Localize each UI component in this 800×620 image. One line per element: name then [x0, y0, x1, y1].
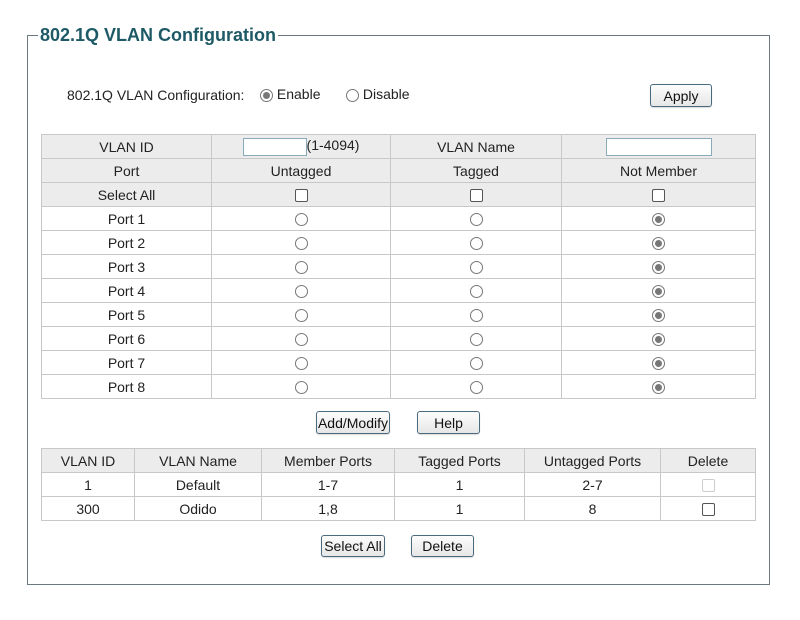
col-delete: Delete	[660, 448, 756, 473]
vlan-name-input[interactable]	[605, 137, 712, 156]
vlan-member: 1-7	[261, 472, 395, 497]
select-all-label: Select All	[41, 182, 212, 207]
vlan-name: Default	[134, 472, 262, 497]
vlan-row: 1 Default 1-7 1 2-7	[41, 472, 756, 497]
port-not-member-radio[interactable]	[652, 261, 665, 275]
select-all-untagged-checkbox[interactable]	[294, 189, 308, 203]
vlan-id: 300	[41, 496, 135, 521]
port-untagged-radio[interactable]	[294, 357, 308, 371]
page-title: 802.1Q VLAN Configuration	[38, 25, 279, 46]
port-row: Port 2	[41, 230, 756, 255]
port-row: Port 7	[41, 350, 756, 375]
vlan-id-range: (1-4094)	[306, 137, 360, 154]
delete-checkbox[interactable]	[701, 503, 715, 517]
port-untagged-radio[interactable]	[294, 237, 308, 251]
vlan-table: VLAN ID VLAN Name Member Ports Tagged Po…	[41, 448, 756, 521]
port-not-member-radio[interactable]	[652, 357, 665, 371]
port-untagged-radio[interactable]	[294, 213, 308, 227]
global-label: 802.1Q VLAN Configuration:	[67, 87, 245, 103]
vlan-untagged: 8	[524, 496, 661, 521]
port-name: Port 3	[41, 254, 212, 279]
port-name: Port 6	[41, 326, 212, 351]
port-untagged-radio[interactable]	[294, 261, 308, 275]
header-tagged: Tagged	[390, 158, 562, 183]
port-name: Port 1	[41, 206, 212, 231]
vlan-untagged: 2-7	[524, 472, 661, 497]
port-tagged-radio[interactable]	[469, 333, 483, 347]
vlan-row: 300 Odido 1,8 1 8	[41, 496, 756, 521]
port-name: Port 2	[41, 230, 212, 255]
port-row: Port 3	[41, 254, 756, 279]
col-untagged-ports: Untagged Ports	[524, 448, 661, 473]
add-modify-button[interactable]: Add/Modify	[316, 411, 390, 434]
vlan-name: Odido	[134, 496, 262, 521]
port-name: Port 8	[41, 374, 212, 399]
vlan-id-label: VLAN ID	[41, 134, 212, 159]
vlan-id: 1	[41, 472, 135, 497]
port-row: Port 5	[41, 302, 756, 327]
apply-button[interactable]: Apply	[650, 84, 712, 107]
port-not-member-radio[interactable]	[652, 237, 665, 251]
select-all-not-member-checkbox[interactable]	[652, 189, 665, 203]
port-tagged-radio[interactable]	[469, 285, 483, 299]
select-all-button[interactable]: Select All	[321, 535, 385, 557]
port-untagged-radio[interactable]	[294, 333, 308, 347]
port-name: Port 4	[41, 278, 212, 303]
port-untagged-radio[interactable]	[294, 309, 308, 323]
port-not-member-radio[interactable]	[652, 333, 665, 347]
header-port: Port	[41, 158, 212, 183]
port-tagged-radio[interactable]	[469, 237, 483, 251]
disable-label: Disable	[362, 86, 410, 102]
vlan-member: 1,8	[261, 496, 395, 521]
vlan-config-fieldset	[27, 35, 770, 585]
port-not-member-radio[interactable]	[652, 309, 665, 323]
vlan-tagged: 1	[394, 472, 525, 497]
enable-radio[interactable]	[260, 88, 273, 102]
delete-checkbox	[701, 479, 715, 493]
enable-option[interactable]: Enable	[260, 86, 320, 102]
port-row: Port 6	[41, 326, 756, 351]
disable-option[interactable]: Disable	[346, 86, 410, 102]
col-vlan-id: VLAN ID	[41, 448, 135, 473]
vlan-name-label: VLAN Name	[390, 134, 562, 159]
port-tagged-radio[interactable]	[469, 309, 483, 323]
port-row: Port 8	[41, 374, 756, 399]
col-vlan-name: VLAN Name	[134, 448, 262, 473]
port-row: Port 1	[41, 206, 756, 231]
header-not-member: Not Member	[561, 158, 756, 183]
vlan-tagged: 1	[394, 496, 525, 521]
port-untagged-radio[interactable]	[294, 285, 308, 299]
port-tagged-radio[interactable]	[469, 213, 483, 227]
port-name: Port 5	[41, 302, 212, 327]
port-name: Port 7	[41, 350, 212, 375]
port-untagged-radio[interactable]	[294, 381, 308, 395]
port-not-member-radio[interactable]	[652, 213, 665, 227]
col-member-ports: Member Ports	[261, 448, 395, 473]
vlan-id-input[interactable]	[242, 137, 307, 156]
port-not-member-radio[interactable]	[652, 381, 665, 395]
col-tagged-ports: Tagged Ports	[394, 448, 525, 473]
enable-label: Enable	[276, 86, 321, 102]
delete-button[interactable]: Delete	[411, 535, 474, 557]
vlan-member-form: VLAN ID (1-4094) VLAN Name Port Untagged…	[41, 134, 756, 399]
port-tagged-radio[interactable]	[469, 381, 483, 395]
port-tagged-radio[interactable]	[469, 357, 483, 371]
port-row: Port 4	[41, 278, 756, 303]
select-all-tagged-checkbox[interactable]	[469, 189, 483, 203]
port-not-member-radio[interactable]	[652, 285, 665, 299]
help-button[interactable]: Help	[417, 411, 480, 434]
disable-radio[interactable]	[346, 88, 359, 102]
port-tagged-radio[interactable]	[469, 261, 483, 275]
header-untagged: Untagged	[211, 158, 391, 183]
